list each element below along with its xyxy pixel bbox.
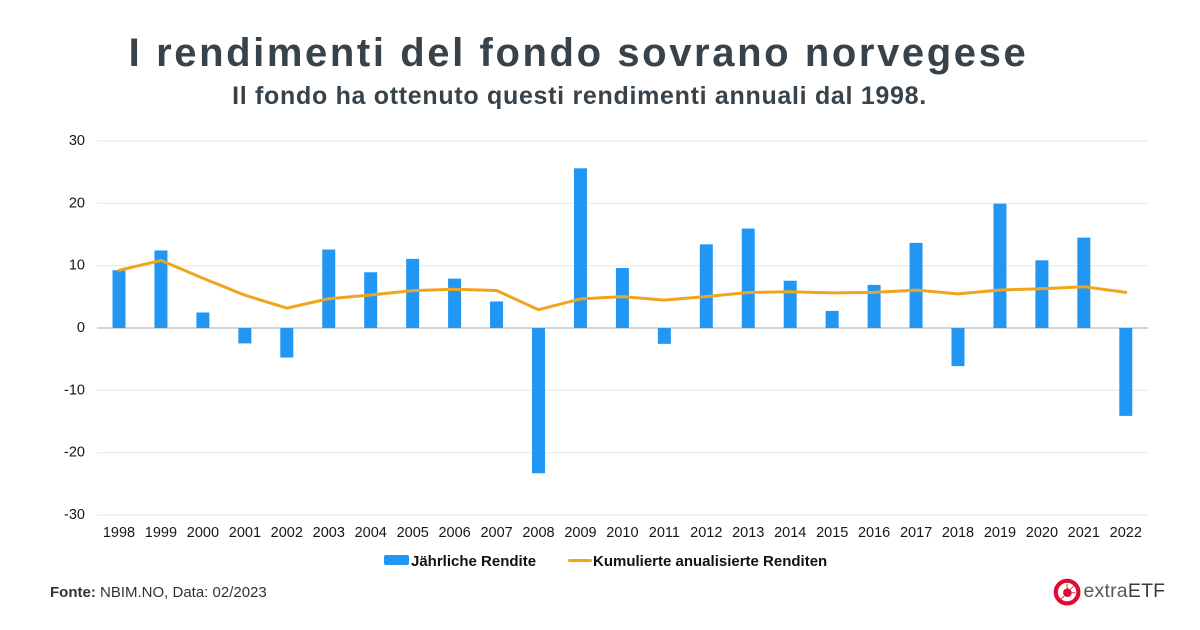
svg-text:10: 10: [69, 258, 85, 274]
svg-text:2007: 2007: [480, 525, 512, 541]
svg-text:2017: 2017: [900, 525, 932, 541]
svg-text:-30: -30: [64, 507, 85, 523]
svg-text:20: 20: [69, 195, 85, 211]
svg-text:2013: 2013: [732, 525, 764, 541]
svg-text:2001: 2001: [229, 525, 261, 541]
svg-text:2003: 2003: [313, 525, 345, 541]
svg-text:2019: 2019: [984, 525, 1016, 541]
svg-text:-10: -10: [64, 382, 85, 398]
svg-text:0: 0: [77, 320, 85, 336]
svg-text:2002: 2002: [271, 525, 303, 541]
svg-text:1998: 1998: [103, 525, 135, 541]
svg-text:2004: 2004: [355, 525, 387, 541]
svg-text:2009: 2009: [564, 525, 596, 541]
svg-text:2015: 2015: [816, 525, 848, 541]
svg-text:2016: 2016: [858, 525, 890, 541]
svg-text:2011: 2011: [649, 525, 680, 541]
svg-text:2018: 2018: [942, 525, 974, 541]
svg-text:2006: 2006: [438, 525, 470, 541]
svg-text:1999: 1999: [145, 525, 177, 541]
svg-text:2021: 2021: [1068, 525, 1100, 541]
svg-text:2012: 2012: [690, 525, 722, 541]
svg-text:2008: 2008: [522, 525, 554, 541]
svg-text:-20: -20: [64, 445, 85, 461]
svg-text:2000: 2000: [187, 525, 219, 541]
svg-text:2005: 2005: [397, 525, 429, 541]
svg-text:2014: 2014: [774, 525, 806, 541]
svg-text:2022: 2022: [1110, 525, 1142, 541]
svg-text:2010: 2010: [606, 525, 638, 541]
svg-text:30: 30: [69, 133, 85, 149]
svg-text:2020: 2020: [1026, 525, 1058, 541]
